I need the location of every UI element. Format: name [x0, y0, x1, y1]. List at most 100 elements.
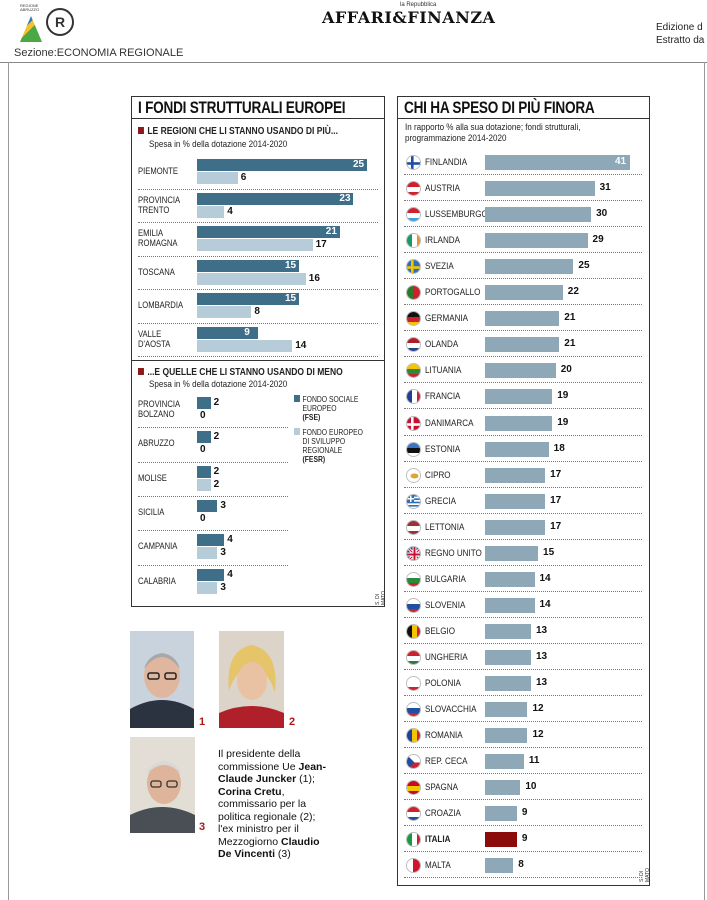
- country-value: 29: [592, 234, 604, 246]
- row-divider: [404, 877, 642, 879]
- region-label-line: BOLZANO: [138, 409, 175, 419]
- row-divider: [404, 721, 642, 723]
- country-label: GRECIA: [425, 495, 456, 507]
- region-label-line: ABRUZZO: [138, 438, 175, 449]
- publication-small: la Repubblica: [400, 2, 437, 8]
- row-divider: [404, 278, 642, 280]
- row-divider: [138, 530, 288, 532]
- country-label: SLOVACCHIA: [425, 704, 477, 716]
- region-label: CALABRIA: [138, 576, 176, 586]
- country-bar: [485, 728, 528, 744]
- page-header: REGIONE ABRUZZO R la Repubblica AFFARI&F…: [0, 0, 707, 63]
- region-label: PROVINCIA BOLZANO: [138, 399, 180, 419]
- row-divider: [404, 773, 642, 775]
- row-divider: [138, 495, 288, 497]
- flag-icon: [406, 519, 421, 535]
- region-label: CAMPANIA: [138, 541, 177, 551]
- right-rule: [704, 62, 705, 900]
- country-bar: [485, 181, 595, 197]
- caption-part: Corina Cretu: [218, 785, 282, 798]
- row-divider: [404, 512, 642, 514]
- estratto: Estratto da: [656, 35, 705, 46]
- bar-fse: [197, 326, 259, 339]
- value-fesr: 6: [240, 172, 247, 183]
- country-label: SVEZIA: [425, 261, 454, 273]
- row-divider: [404, 356, 642, 358]
- country-label: CIPRO: [425, 469, 451, 481]
- country-value: 17: [550, 520, 562, 532]
- country-bar: [485, 493, 546, 509]
- flag-icon: [406, 207, 421, 223]
- row-divider: [404, 460, 642, 462]
- flag-icon: [406, 545, 421, 561]
- bar-fse: [197, 397, 211, 409]
- region-label: TOSCANA: [138, 267, 175, 277]
- flag-icon: [406, 858, 421, 874]
- region-label: SICILIA: [138, 507, 164, 517]
- flag-icon: [406, 832, 421, 848]
- country-label: REP. CECA: [425, 756, 468, 768]
- bar-fesr: [197, 478, 211, 491]
- section2-subtitle: Spesa in % della dotazione 2014-2020: [149, 379, 288, 390]
- value-fse: 23: [339, 192, 351, 204]
- bar-fse: [197, 259, 299, 272]
- row-divider: [138, 461, 288, 463]
- row-divider: [404, 799, 642, 801]
- country-label: AUSTRIA: [425, 183, 461, 195]
- value-fesr: 0: [200, 512, 206, 524]
- left-rule: [8, 62, 9, 900]
- region-label-line: LOMBARDIA: [138, 300, 184, 310]
- country-bar: [485, 623, 531, 639]
- region-label: VALLE D'AOSTA: [138, 329, 170, 349]
- section1-title: LE REGIONI CHE LI STANNO USANDO DI PIÙ..…: [138, 126, 338, 137]
- right-credit: S. DI MATO: [639, 868, 651, 882]
- row-divider: [404, 434, 642, 436]
- row-divider: [404, 304, 642, 306]
- value-fesr: 14: [295, 339, 307, 351]
- country-bar: [485, 207, 592, 223]
- value-fesr: 0: [200, 444, 206, 456]
- value-fse: 21: [325, 226, 337, 237]
- row-divider: [404, 668, 642, 670]
- sezione-label: Sezione:ECONOMIA REGIONALE: [14, 47, 184, 59]
- country-label: BELGIO: [425, 625, 456, 637]
- row-divider: [404, 590, 642, 592]
- country-bar: [485, 285, 563, 301]
- country-value: 17: [550, 468, 562, 480]
- flag-icon: [406, 441, 421, 457]
- row-divider: [138, 188, 378, 190]
- region-label-line: CAMPANIA: [138, 541, 178, 552]
- country-value: 12: [532, 703, 544, 715]
- value-fesr: 0: [200, 410, 206, 421]
- row-divider: [404, 564, 642, 566]
- country-value: 14: [539, 598, 551, 610]
- left-credit: S. DI MATO: [375, 591, 387, 605]
- flag-icon: [406, 493, 421, 509]
- photo-number-3: 3: [199, 821, 206, 833]
- row-divider: [404, 382, 642, 384]
- country-label: IRLANDA: [425, 235, 461, 247]
- regional-funds-chart: I FONDI STRUTTURALI EUROPEI LE REGIONI C…: [131, 96, 387, 607]
- bar-fse: [197, 226, 340, 238]
- bar-fse: [197, 431, 211, 444]
- photo-cretu: [219, 631, 284, 728]
- value-fse: 2: [213, 431, 220, 443]
- country-bar: [485, 676, 531, 691]
- country-value: 15: [543, 546, 555, 558]
- row-divider: [404, 252, 642, 254]
- region-label-line: TRENTO: [138, 204, 170, 215]
- country-label: ITALIA: [425, 834, 451, 846]
- row-divider: [404, 851, 642, 853]
- bar-fesr: [197, 272, 306, 285]
- country-bar: [485, 519, 546, 535]
- country-value: 21: [564, 312, 576, 324]
- flag-icon: [406, 780, 421, 796]
- flag-icon: [406, 702, 421, 718]
- region-label-line: EMILIA: [138, 228, 164, 238]
- bar-fesr: [197, 205, 225, 218]
- country-label: OLANDA: [425, 339, 459, 351]
- flag-icon: [406, 181, 421, 197]
- seal-icon: R: [46, 8, 74, 36]
- flag-icon: [406, 259, 421, 275]
- country-label: LITUANIA: [425, 365, 462, 377]
